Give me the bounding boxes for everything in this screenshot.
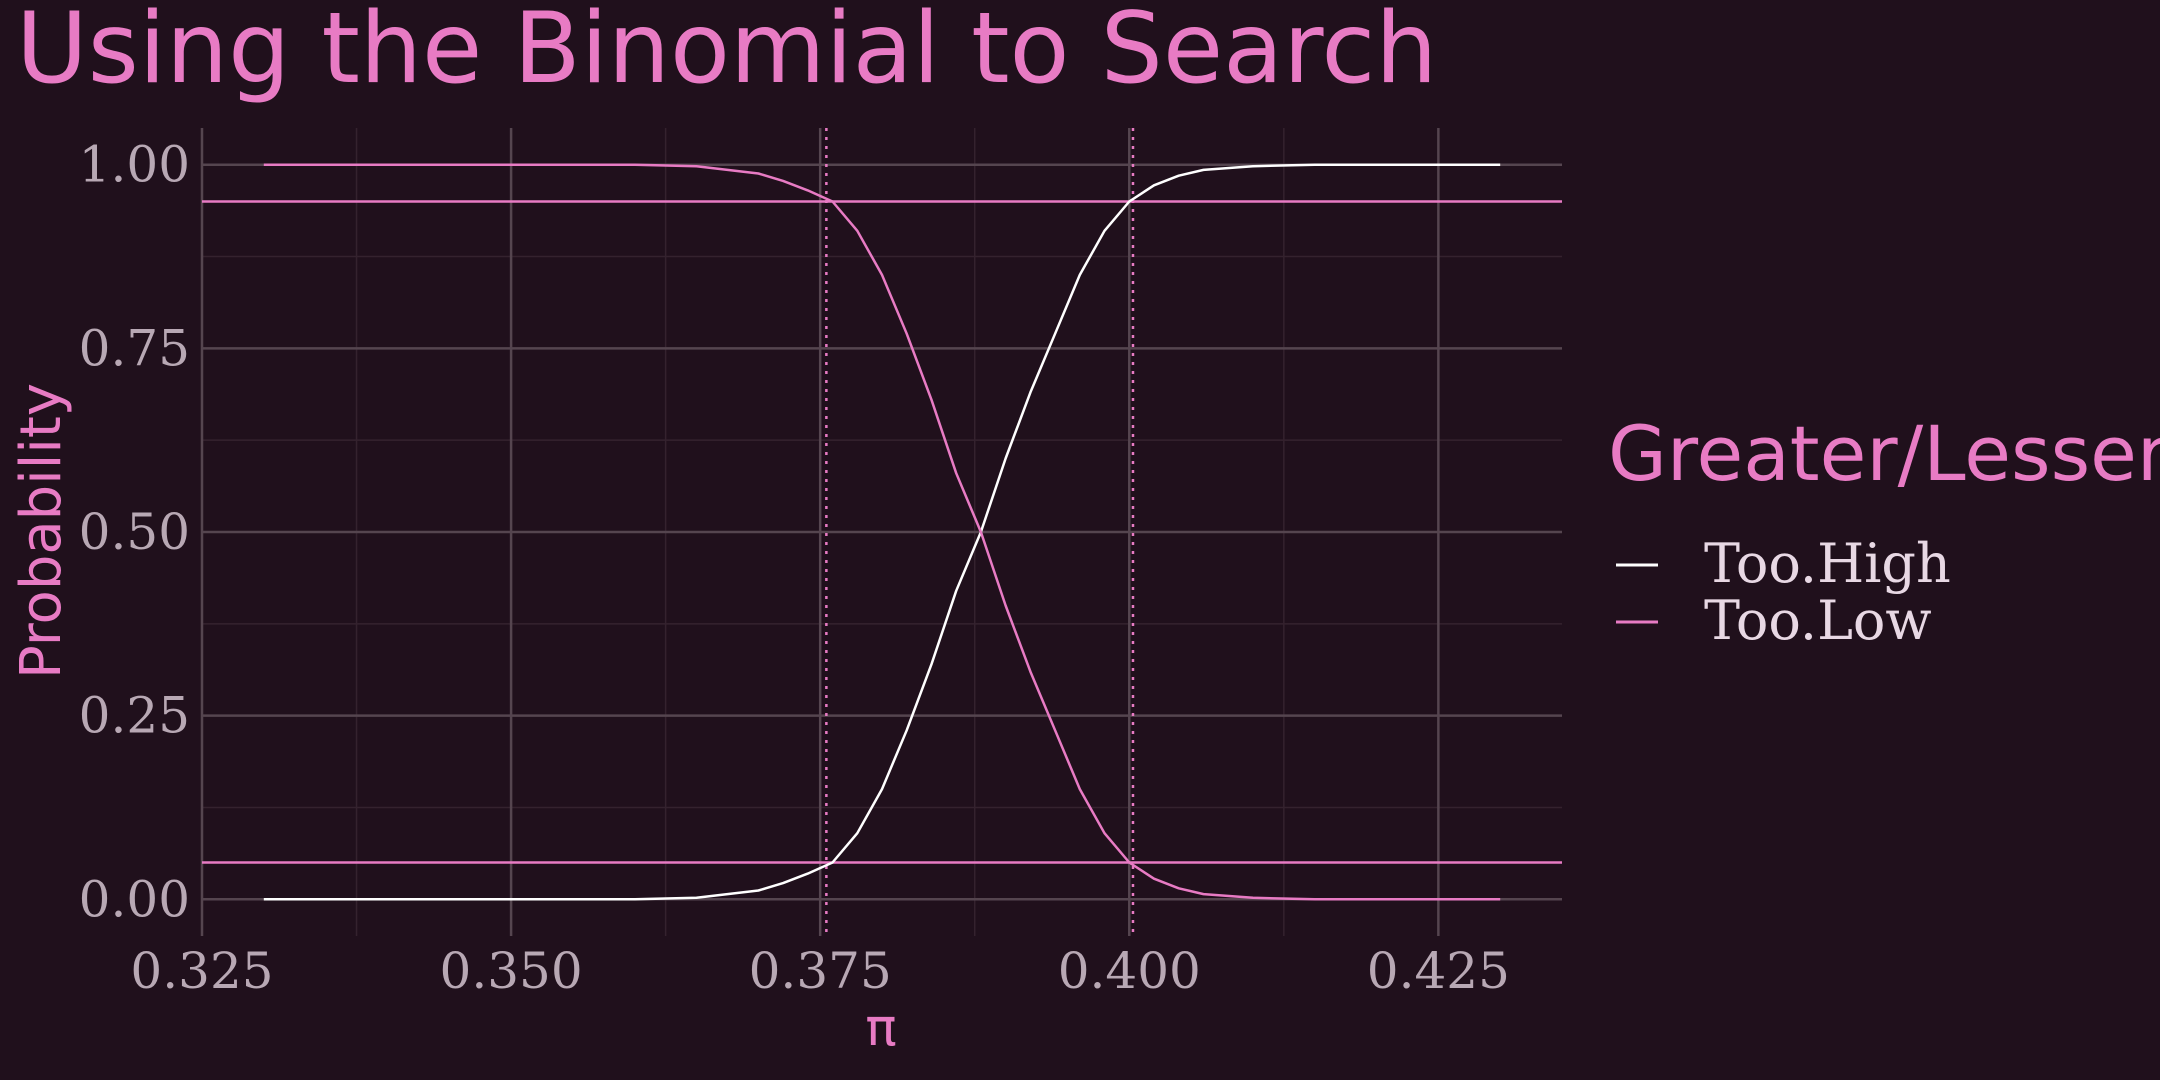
- y-axis-title: Probability: [9, 383, 74, 679]
- y-tick-label: 0.75: [79, 319, 190, 377]
- x-tick-label: 0.425: [1367, 942, 1510, 1000]
- reference-lines: [202, 128, 1562, 936]
- y-axis-ticks: 0.00 0.25 0.50 0.75 1.00: [79, 136, 190, 929]
- x-tick-label: 0.375: [749, 942, 892, 1000]
- legend-title: Greater/Lesser: [1608, 409, 2160, 498]
- x-axis-title: π: [865, 998, 896, 1058]
- series-line-too-high: [263, 163, 1501, 901]
- x-tick-label: 0.350: [440, 942, 583, 1000]
- legend-label: Too.High: [1704, 532, 1951, 595]
- x-axis-ticks: 0.325 0.350 0.375 0.400 0.425: [130, 942, 1510, 1000]
- legend-label: Too.Low: [1704, 589, 1932, 652]
- series-layer: [263, 163, 1501, 901]
- y-tick-label: 1.00: [79, 136, 190, 194]
- y-tick-label: 0.25: [79, 687, 190, 745]
- y-tick-label: 0.50: [79, 503, 190, 561]
- x-tick-label: 0.325: [130, 942, 273, 1000]
- grid-layer: [200, 128, 1562, 936]
- x-tick-label: 0.400: [1058, 942, 1201, 1000]
- series-line-too-low: [263, 163, 1501, 901]
- y-tick-label: 0.00: [79, 870, 190, 928]
- chart-title: Using the Binomial to Search: [16, 0, 1437, 106]
